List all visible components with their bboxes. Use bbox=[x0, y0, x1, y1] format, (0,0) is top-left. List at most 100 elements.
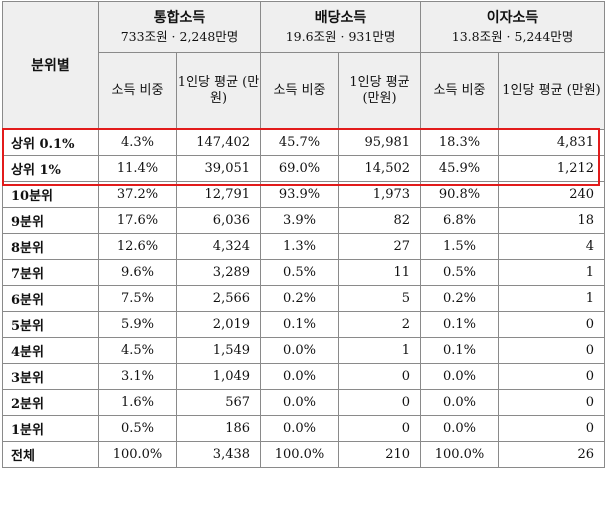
group-subtitle: 19.6조원 · 931만명 bbox=[285, 28, 396, 44]
col-header-avg: 1인당 평균 (만원) bbox=[175, 52, 262, 130]
avg-cell: 1 bbox=[498, 259, 605, 286]
avg-cell: 95,981 bbox=[338, 129, 422, 156]
avg-cell: 1,549 bbox=[175, 337, 262, 364]
share-cell: 100.0% bbox=[420, 441, 500, 468]
share-cell: 6.8% bbox=[420, 207, 500, 234]
share-cell: 3.1% bbox=[98, 363, 177, 390]
avg-cell: 26 bbox=[498, 441, 605, 468]
share-cell: 69.0% bbox=[260, 155, 340, 182]
row-label: 전체 bbox=[2, 441, 99, 468]
group-title: 이자소득 bbox=[486, 9, 539, 26]
avg-cell: 0 bbox=[498, 363, 605, 390]
col-header-share: 소득 비중 bbox=[98, 52, 177, 130]
col-header-avg: 1인당 평균 (만원) bbox=[338, 52, 422, 130]
share-cell: 93.9% bbox=[260, 181, 340, 208]
avg-cell: 5 bbox=[338, 285, 422, 312]
share-cell: 0.2% bbox=[260, 285, 340, 312]
share-cell: 45.9% bbox=[420, 155, 500, 182]
avg-cell: 1,049 bbox=[175, 363, 262, 390]
share-cell: 0.5% bbox=[420, 259, 500, 286]
table-row: 6분위 7.5% 2,566 0.2% 5 0.2% 1 bbox=[2, 285, 605, 312]
avg-cell: 0 bbox=[498, 389, 605, 416]
col-header-share: 소득 비중 bbox=[420, 52, 500, 130]
share-cell: 0.1% bbox=[420, 337, 500, 364]
table-row: 전체 100.0% 3,438 100.0% 210 100.0% 26 bbox=[2, 441, 605, 468]
group-header-dividend-income: 배당소득 19.6조원 · 931만명 bbox=[260, 1, 422, 53]
share-cell: 0.0% bbox=[260, 337, 340, 364]
row-label: 5분위 bbox=[2, 311, 99, 338]
share-cell: 18.3% bbox=[420, 129, 500, 156]
avg-cell: 147,402 bbox=[175, 129, 262, 156]
row-label: 3분위 bbox=[2, 363, 99, 390]
share-cell: 0.0% bbox=[260, 389, 340, 416]
row-label-header: 분위별 bbox=[2, 1, 99, 130]
table-row: 10분위 37.2% 12,791 93.9% 1,973 90.8% 240 bbox=[2, 181, 605, 208]
share-cell: 17.6% bbox=[98, 207, 177, 234]
avg-cell: 14,502 bbox=[338, 155, 422, 182]
group-subtitle: 13.8조원 · 5,244만명 bbox=[451, 28, 574, 44]
share-cell: 0.0% bbox=[260, 363, 340, 390]
share-cell: 0.2% bbox=[420, 285, 500, 312]
share-cell: 100.0% bbox=[260, 441, 340, 468]
table-row: 상위 0.1% 4.3% 147,402 45.7% 95,981 18.3% 4,831 bbox=[2, 129, 605, 156]
share-cell: 11.4% bbox=[98, 155, 177, 182]
row-label: 10분위 bbox=[2, 181, 99, 208]
row-label: 2분위 bbox=[2, 389, 99, 416]
col-header-avg: 1인당 평균 (만원) bbox=[498, 52, 605, 130]
row-label: 9분위 bbox=[2, 207, 99, 234]
share-cell: 0.0% bbox=[260, 415, 340, 442]
row-label: 상위 1% bbox=[2, 155, 99, 182]
share-cell: 1.5% bbox=[420, 233, 500, 260]
share-cell: 0.0% bbox=[420, 363, 500, 390]
avg-cell: 240 bbox=[498, 181, 605, 208]
table-row: 4분위 4.5% 1,549 0.0% 1 0.1% 0 bbox=[2, 337, 605, 364]
group-header-interest-income: 이자소득 13.8조원 · 5,244만명 bbox=[420, 1, 605, 53]
share-cell: 0.0% bbox=[420, 389, 500, 416]
avg-cell: 0 bbox=[498, 415, 605, 442]
share-cell: 0.0% bbox=[420, 415, 500, 442]
avg-cell: 210 bbox=[338, 441, 422, 468]
share-cell: 37.2% bbox=[98, 181, 177, 208]
share-cell: 4.3% bbox=[98, 129, 177, 156]
avg-cell: 1 bbox=[498, 285, 605, 312]
share-cell: 0.5% bbox=[260, 259, 340, 286]
share-cell: 1.6% bbox=[98, 389, 177, 416]
avg-cell: 11 bbox=[338, 259, 422, 286]
share-cell: 100.0% bbox=[98, 441, 177, 468]
col-header-share: 소득 비중 bbox=[260, 52, 340, 130]
avg-cell: 0 bbox=[338, 415, 422, 442]
avg-cell: 4 bbox=[498, 233, 605, 260]
share-cell: 0.1% bbox=[260, 311, 340, 338]
share-cell: 5.9% bbox=[98, 311, 177, 338]
avg-cell: 39,051 bbox=[175, 155, 262, 182]
avg-cell: 3,289 bbox=[175, 259, 262, 286]
table-row: 1분위 0.5% 186 0.0% 0 0.0% 0 bbox=[2, 415, 605, 442]
avg-cell: 0 bbox=[338, 363, 422, 390]
avg-cell: 567 bbox=[175, 389, 262, 416]
share-cell: 0.5% bbox=[98, 415, 177, 442]
avg-cell: 186 bbox=[175, 415, 262, 442]
avg-cell: 12,791 bbox=[175, 181, 262, 208]
avg-cell: 2,019 bbox=[175, 311, 262, 338]
table-body: 상위 0.1% 4.3% 147,402 45.7% 95,981 18.3% 4,831 상… bbox=[2, 129, 605, 468]
table-row: 5분위 5.9% 2,019 0.1% 2 0.1% 0 bbox=[2, 311, 605, 338]
share-cell: 0.1% bbox=[420, 311, 500, 338]
row-label: 6분위 bbox=[2, 285, 99, 312]
avg-cell: 4,324 bbox=[175, 233, 262, 260]
avg-cell: 1,973 bbox=[338, 181, 422, 208]
avg-cell: 0 bbox=[498, 337, 605, 364]
share-cell: 45.7% bbox=[260, 129, 340, 156]
avg-cell: 1,212 bbox=[498, 155, 605, 182]
avg-cell: 4,831 bbox=[498, 129, 605, 156]
table-row: 7분위 9.6% 3,289 0.5% 11 0.5% 1 bbox=[2, 259, 605, 286]
group-subtitle: 733조원 · 2,248만명 bbox=[120, 28, 239, 44]
table-row: 상위 1% 11.4% 39,051 69.0% 14,502 45.9% 1,212 bbox=[2, 155, 605, 182]
share-cell: 4.5% bbox=[98, 337, 177, 364]
row-label: 7분위 bbox=[2, 259, 99, 286]
row-label: 4분위 bbox=[2, 337, 99, 364]
share-cell: 7.5% bbox=[98, 285, 177, 312]
share-cell: 1.3% bbox=[260, 233, 340, 260]
table-row: 3분위 3.1% 1,049 0.0% 0 0.0% 0 bbox=[2, 363, 605, 390]
avg-cell: 82 bbox=[338, 207, 422, 234]
group-title: 배당소득 bbox=[314, 9, 367, 26]
